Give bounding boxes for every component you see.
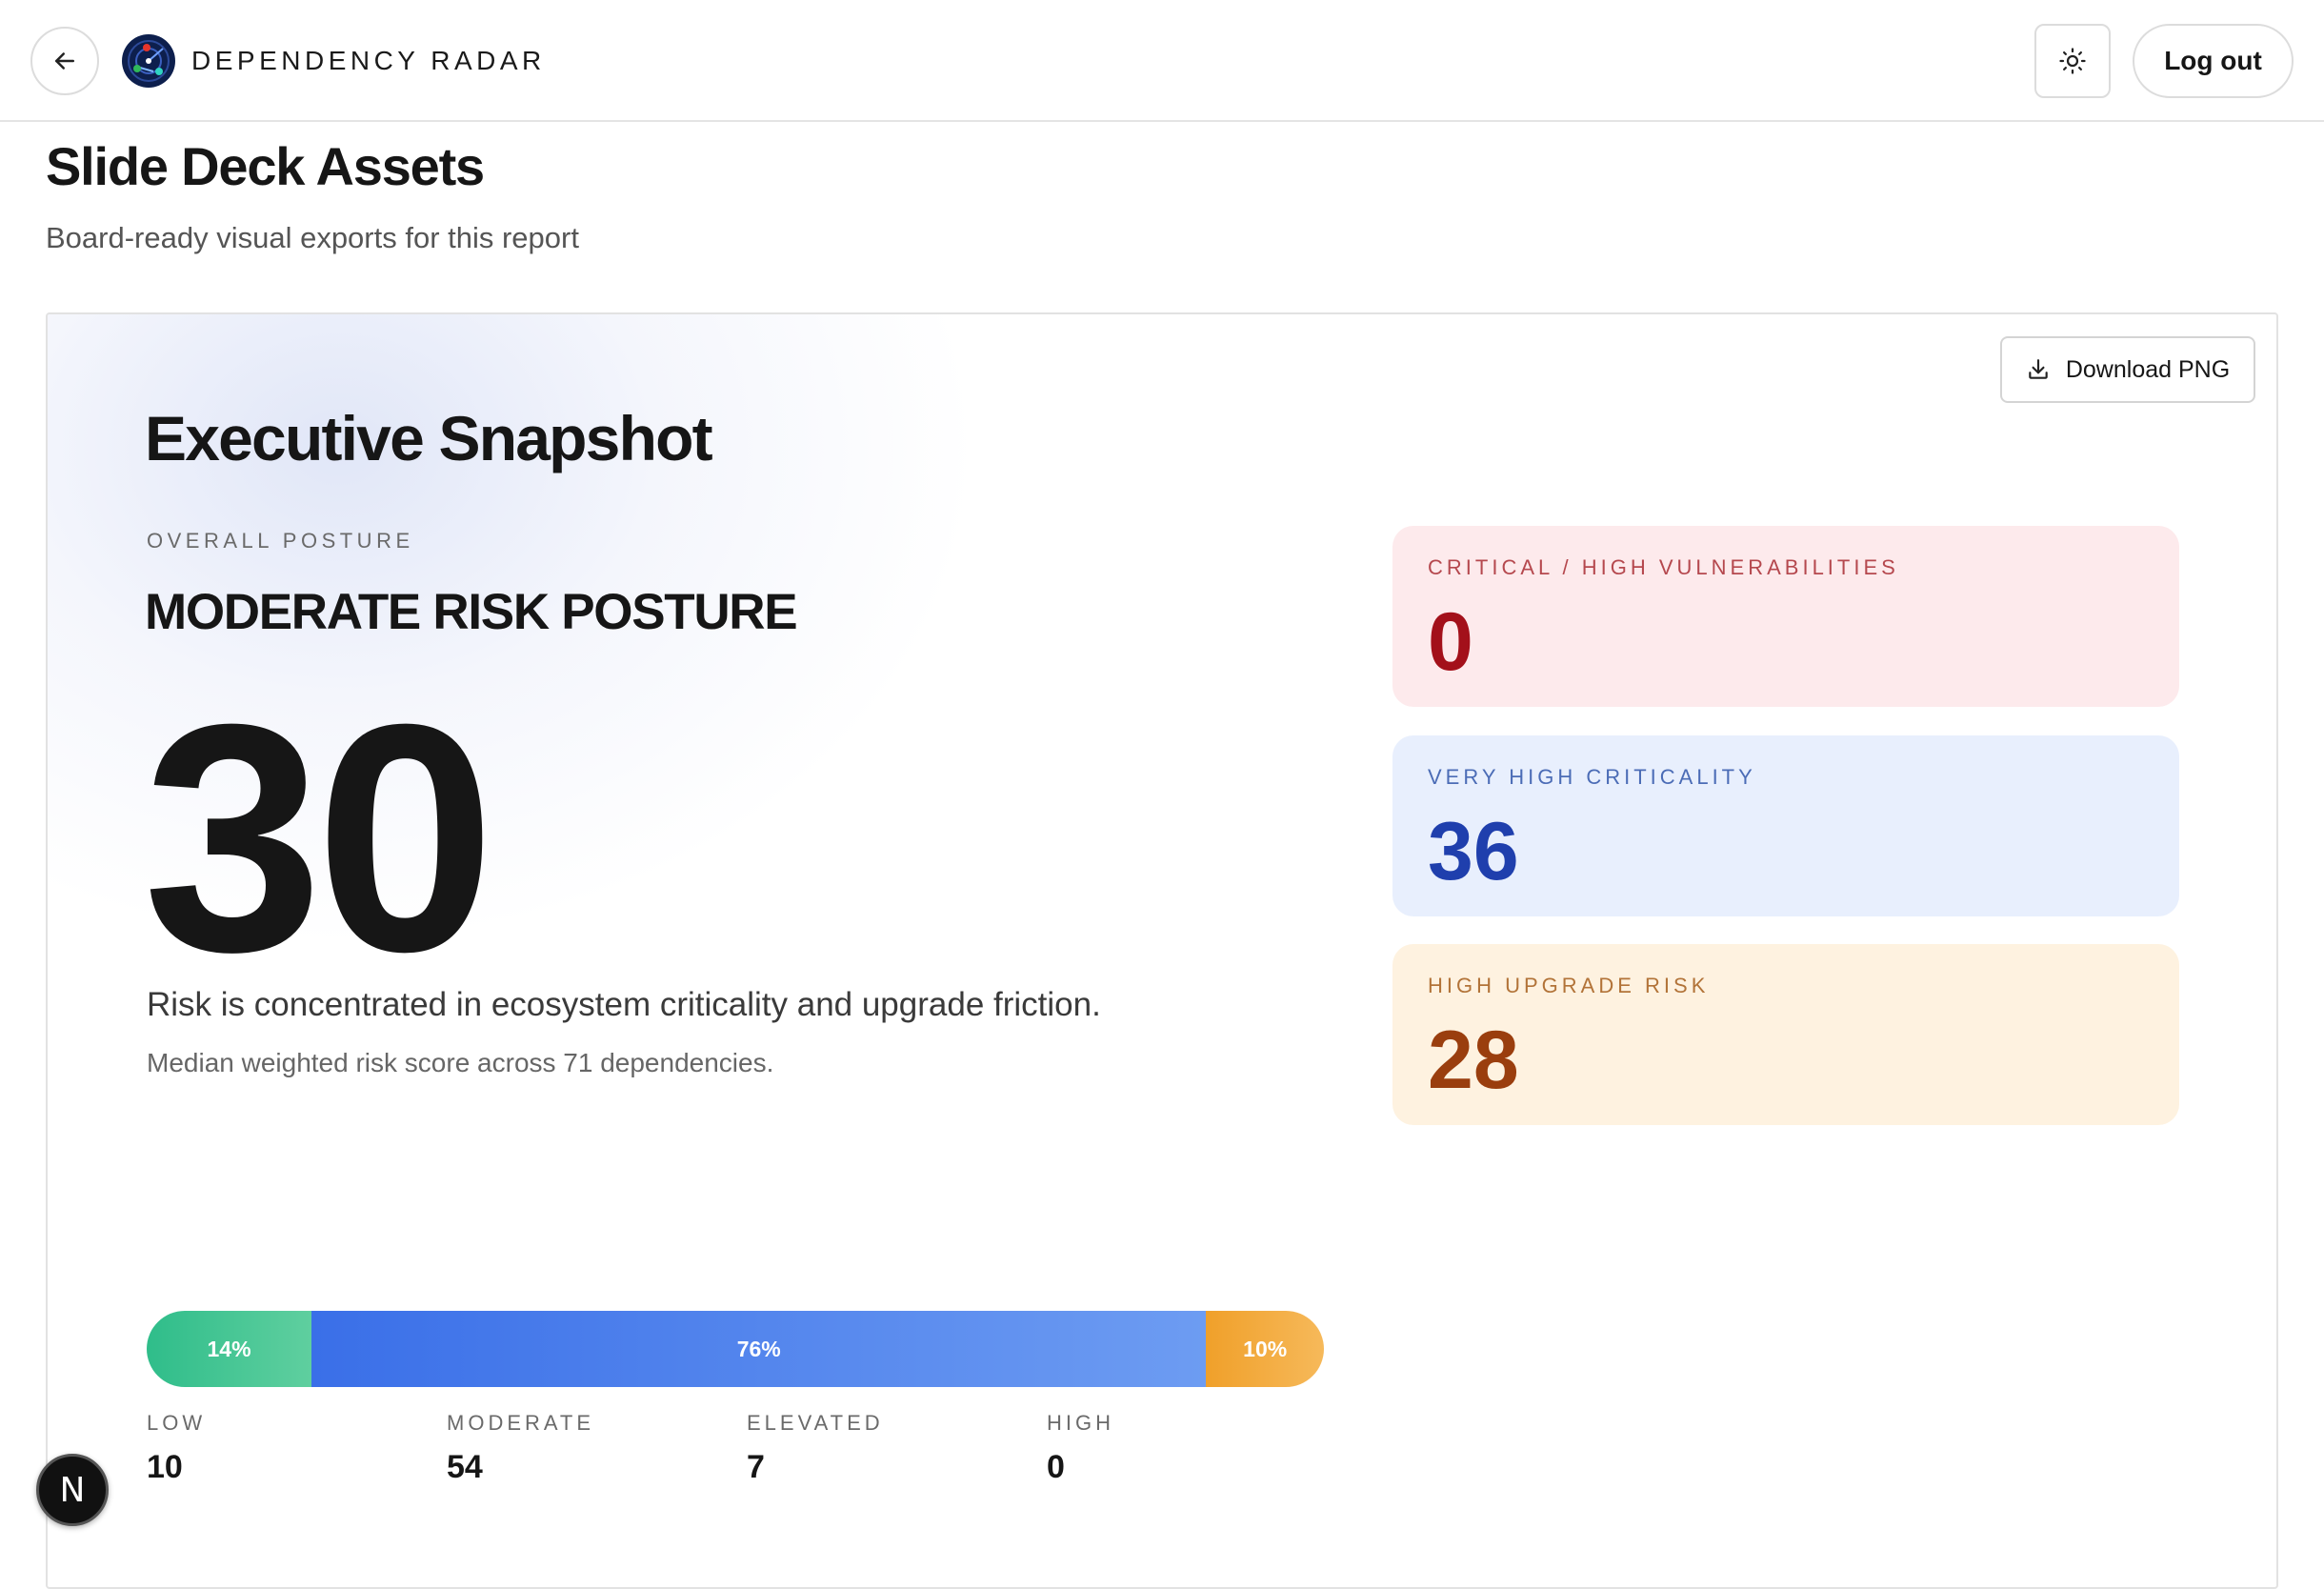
legend-count: 54: [447, 1449, 483, 1485]
logout-button[interactable]: Log out: [2133, 24, 2294, 98]
metric-tile-critical-vulnerabilities: CRITICAL / HIGH VULNERABILITIES 0: [1392, 526, 2179, 707]
radar-logo-icon: [122, 34, 175, 88]
legend-label: HIGH: [1047, 1411, 1114, 1435]
metric-label: HIGH UPGRADE RISK: [1428, 974, 1710, 997]
distribution-segment-moderate: 76%: [311, 1311, 1207, 1387]
legend-label: ELEVATED: [747, 1411, 884, 1435]
distribution-segment-low: 14%: [147, 1311, 312, 1387]
brand-name: DEPENDENCY RADAR: [191, 46, 546, 75]
segment-percent: 14%: [207, 1336, 251, 1361]
page-subtitle: Board-ready visual exports for this repo…: [46, 221, 579, 254]
distribution-segment-high: 10%: [1206, 1311, 1324, 1387]
page-title: Slide Deck Assets: [46, 136, 485, 196]
executive-snapshot-card: Download PNG Executive Snapshot OVERALL …: [46, 312, 2278, 1589]
download-png-label: Download PNG: [2065, 355, 2231, 383]
metric-label: VERY HIGH CRITICALITY: [1428, 765, 1756, 789]
legend-moderate: MODERATE 54: [447, 1410, 594, 1486]
metric-tile-very-high-criticality: VERY HIGH CRITICALITY 36: [1392, 735, 2179, 916]
segment-percent: 10%: [1243, 1336, 1288, 1361]
snapshot-title: Executive Snapshot: [145, 403, 713, 473]
risk-summary-detail: Median weighted risk score across 71 dep…: [147, 1048, 774, 1077]
legend-label: MODERATE: [447, 1411, 595, 1435]
overall-posture-label: OVERALL POSTURE: [147, 529, 414, 553]
legend-low: LOW 10: [147, 1410, 206, 1486]
metric-tile-high-upgrade-risk: HIGH UPGRADE RISK 28: [1392, 944, 2179, 1125]
legend-count: 10: [147, 1449, 183, 1485]
arrow-left-icon: [55, 52, 74, 70]
segment-percent: 76%: [736, 1336, 781, 1361]
legend-count: 0: [1047, 1449, 1065, 1485]
overall-risk-score: 30: [143, 657, 495, 1019]
sun-icon: [2059, 48, 2086, 74]
theme-toggle-button[interactable]: [2034, 24, 2111, 98]
risk-posture-heading: MODERATE RISK POSTURE: [145, 584, 798, 640]
legend-elevated: ELEVATED 7: [747, 1410, 884, 1486]
top-bar: DEPENDENCY RADAR Log out: [0, 0, 2324, 122]
dev-tools-badge[interactable]: N: [36, 1454, 109, 1526]
legend-count: 7: [747, 1449, 765, 1485]
legend-high: HIGH 0: [1047, 1410, 1114, 1486]
legend-label: LOW: [147, 1411, 207, 1435]
risk-summary: Risk is concentrated in ecosystem critic…: [147, 986, 1101, 1023]
download-png-button[interactable]: Download PNG: [2000, 336, 2255, 403]
download-icon: [2029, 359, 2048, 379]
metric-value: 36: [1428, 806, 1519, 897]
back-button[interactable]: [30, 27, 99, 95]
risk-distribution-bar: 14% 76% 10%: [147, 1311, 1324, 1387]
metric-value: 0: [1428, 596, 1473, 688]
metric-label: CRITICAL / HIGH VULNERABILITIES: [1428, 555, 1899, 579]
metric-value: 28: [1428, 1015, 1519, 1106]
